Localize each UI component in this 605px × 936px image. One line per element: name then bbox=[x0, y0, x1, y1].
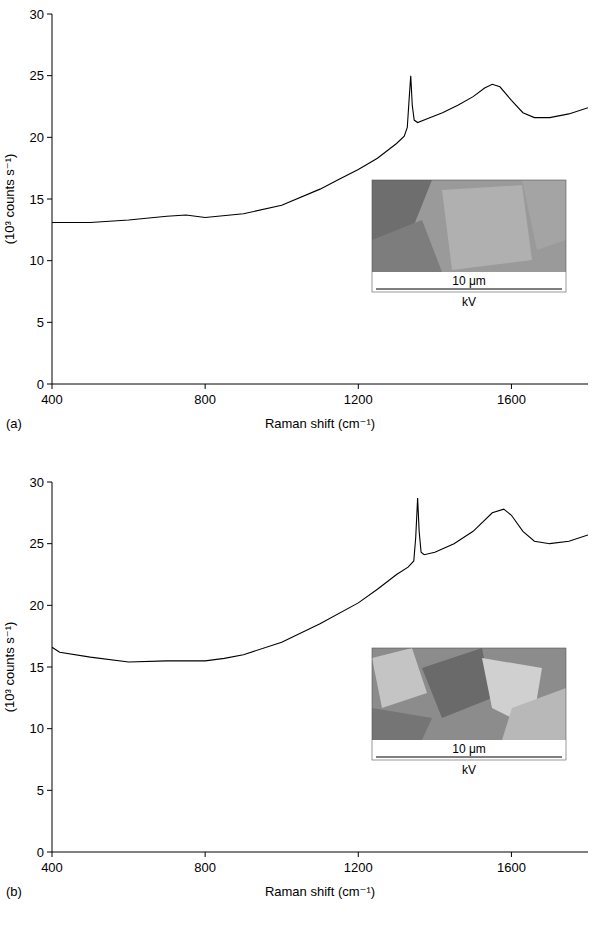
scale-bar bbox=[376, 756, 562, 757]
inset-image bbox=[372, 180, 566, 272]
y-tick-label: 25 bbox=[30, 68, 44, 83]
y-tick bbox=[47, 14, 52, 15]
x-tick-label: 1200 bbox=[344, 392, 373, 407]
inset: 10 μm kV bbox=[372, 648, 566, 777]
inset: 10 μm kV bbox=[372, 180, 566, 309]
inset-frame bbox=[372, 648, 566, 760]
x-tick bbox=[358, 852, 359, 857]
inset-grain bbox=[372, 708, 432, 740]
x-tick bbox=[205, 384, 206, 389]
y-tick bbox=[47, 605, 52, 606]
y-tick bbox=[47, 384, 52, 385]
y-tick bbox=[47, 543, 52, 544]
y-tick-label: 5 bbox=[37, 315, 44, 330]
inset-grain bbox=[422, 648, 492, 718]
x-tick-label: 800 bbox=[194, 392, 216, 407]
scale-label: 10 μm bbox=[452, 274, 486, 288]
x-tick bbox=[358, 384, 359, 389]
scale-label: 10 μm bbox=[452, 742, 486, 756]
y-tick-label: 25 bbox=[30, 536, 44, 551]
x-tick-label: 400 bbox=[41, 392, 63, 407]
x-tick bbox=[205, 852, 206, 857]
x-axis bbox=[52, 384, 588, 385]
x-tick-label: 1600 bbox=[497, 860, 526, 875]
y-tick-label: 30 bbox=[30, 7, 44, 22]
inset-grain bbox=[522, 180, 566, 250]
y-tick-label: 15 bbox=[30, 660, 44, 675]
inset-label: kV bbox=[462, 295, 476, 309]
spectrum-line bbox=[52, 498, 588, 662]
y-axis-title: (10³ counts s⁻¹) bbox=[2, 622, 17, 713]
inset-grain bbox=[502, 688, 566, 740]
y-tick-label: 10 bbox=[30, 253, 44, 268]
y-tick bbox=[47, 482, 52, 483]
x-axis-title: Raman shift (cm⁻¹) bbox=[265, 884, 375, 899]
data-group bbox=[52, 498, 588, 662]
y-tick bbox=[47, 260, 52, 261]
x-tick-label: 800 bbox=[194, 860, 216, 875]
x-tick-label: 400 bbox=[41, 860, 63, 875]
y-tick-label: 20 bbox=[30, 598, 44, 613]
x-tick bbox=[52, 852, 53, 857]
inset-grain bbox=[372, 648, 427, 708]
y-tick bbox=[47, 75, 52, 76]
x-axis-title: Raman shift (cm⁻¹) bbox=[265, 416, 375, 431]
panel-label: (b) bbox=[6, 884, 22, 899]
y-tick bbox=[47, 667, 52, 668]
y-tick-label: 20 bbox=[30, 130, 44, 145]
x-tick-label: 1600 bbox=[497, 392, 526, 407]
y-tick-label: 5 bbox=[37, 783, 44, 798]
x-tick bbox=[52, 384, 53, 389]
y-tick-label: 15 bbox=[30, 192, 44, 207]
y-tick bbox=[47, 728, 52, 729]
x-tick bbox=[511, 852, 512, 857]
y-tick-label: 30 bbox=[30, 475, 44, 490]
scale-bar bbox=[376, 288, 562, 289]
inset-label: kV bbox=[462, 763, 476, 777]
y-tick-label: 0 bbox=[37, 845, 44, 860]
y-tick bbox=[47, 137, 52, 138]
x-tick bbox=[511, 384, 512, 389]
y-tick bbox=[47, 199, 52, 200]
x-tick-label: 1200 bbox=[344, 860, 373, 875]
y-tick bbox=[47, 790, 52, 791]
panel: 0 5 10 15 20 25 30 400 800 1200 1600 Raman shift (c… bbox=[2, 475, 588, 900]
inset-scale-strip bbox=[372, 740, 566, 760]
y-tick-label: 10 bbox=[30, 721, 44, 736]
x-axis bbox=[52, 852, 588, 853]
inset-grain bbox=[372, 220, 442, 272]
y-axis-title: (10³ counts s⁻¹) bbox=[2, 154, 17, 245]
y-tick bbox=[47, 322, 52, 323]
panel-label: (a) bbox=[6, 416, 22, 431]
inset-grain bbox=[442, 185, 532, 270]
y-tick bbox=[47, 852, 52, 853]
figure: 0 5 10 15 20 25 30 400 800 1200 1600 Raman shift (c… bbox=[0, 0, 605, 936]
inset-image bbox=[372, 648, 566, 740]
y-tick-label: 0 bbox=[37, 377, 44, 392]
panel: 0 5 10 15 20 25 30 400 800 1200 1600 Raman shift (c… bbox=[2, 7, 588, 432]
inset-frame bbox=[372, 180, 566, 292]
inset-scale-strip bbox=[372, 272, 566, 292]
